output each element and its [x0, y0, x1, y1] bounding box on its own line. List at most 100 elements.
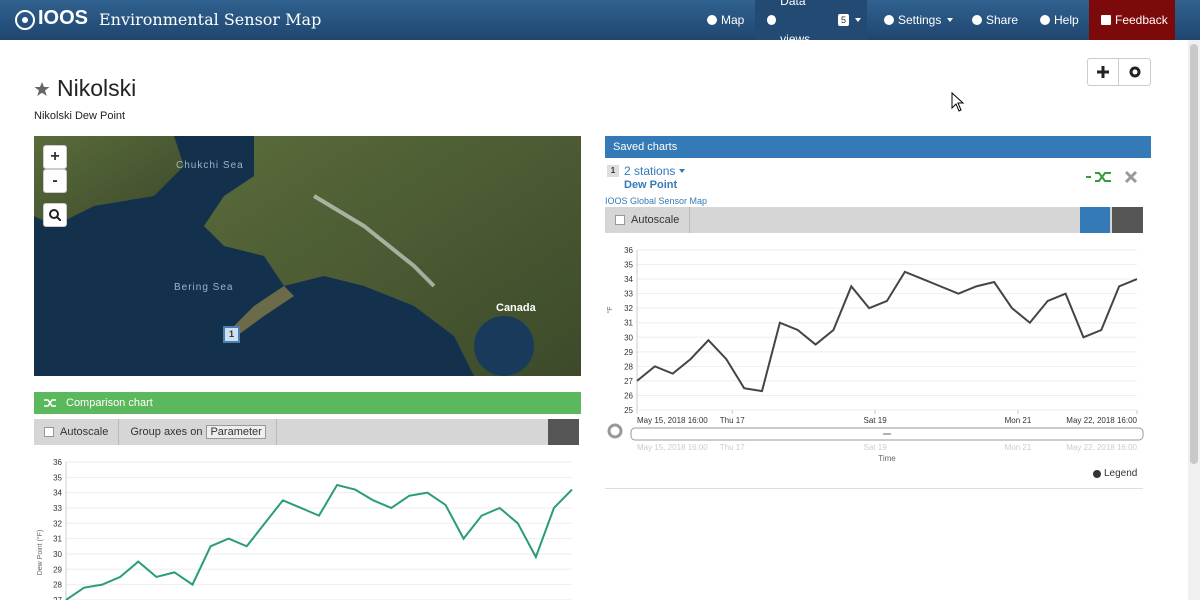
- label: Feedback: [1115, 13, 1168, 27]
- navigator-label: Thu 17: [720, 443, 745, 452]
- navbar: IOOS Environmental Sensor Map Map Data v…: [0, 0, 1200, 46]
- brand[interactable]: IOOS: [38, 7, 89, 29]
- compare-icon[interactable]: [1095, 172, 1111, 182]
- map-label: Canada: [496, 302, 536, 314]
- parameter-label: Dew Point: [624, 179, 678, 191]
- zoom-extent[interactable]: [43, 203, 67, 227]
- station-marker[interactable]: 1: [223, 326, 240, 343]
- legend-label: Legend: [1104, 468, 1138, 479]
- comparison-chart: 27 28 29 30 31 32 33 34 35 36 Dew Point (°F): [36, 458, 573, 600]
- group-select[interactable]: Parameter: [206, 425, 266, 439]
- chart-actions: [1086, 170, 1138, 184]
- autoscale-label: Autoscale: [60, 426, 109, 438]
- chart-settings: [607, 423, 623, 439]
- nav-feedback[interactable]: Feedback: [1089, 0, 1175, 40]
- y-tick-label: 28: [53, 581, 62, 590]
- y-tick-label: 29: [53, 565, 62, 574]
- scrollbar[interactable]: [1188, 40, 1200, 600]
- cursor: [951, 92, 965, 112]
- autoscale-label: Autoscale: [631, 214, 680, 226]
- map-imagery: [34, 136, 581, 376]
- label: Share: [986, 13, 1019, 27]
- y-tick-label: 35: [624, 261, 633, 270]
- fullscreen-button[interactable]: [1112, 207, 1143, 233]
- x-axis-label: Time: [878, 454, 896, 463]
- chart-index: 1: [607, 165, 619, 177]
- y-tick-label: 25: [624, 406, 633, 415]
- y-tick-label: 27: [53, 596, 62, 600]
- x-tick-label: Mon 21: [1005, 416, 1032, 425]
- nav-settings[interactable]: Settings: [878, 0, 959, 40]
- group-axes-label: Group axes on: [130, 426, 203, 438]
- panel-title: Comparison chart: [66, 397, 153, 409]
- label: Map: [721, 13, 745, 27]
- icon: [884, 15, 894, 25]
- y-tick-label: 36: [624, 246, 633, 255]
- favorite-star[interactable]: [34, 81, 50, 97]
- saved-charts-header: Saved charts: [605, 136, 1151, 158]
- y-tick-label: 26: [624, 391, 633, 400]
- y-axis-label: °F: [606, 306, 614, 313]
- y-tick-label: 34: [624, 275, 633, 284]
- zoom-in[interactable]: +: [43, 145, 67, 169]
- checkbox[interactable]: [44, 427, 54, 437]
- caret: [947, 18, 954, 22]
- caret: [855, 18, 861, 22]
- close-icon[interactable]: [1124, 170, 1138, 184]
- badge: 5: [837, 14, 849, 26]
- y-tick-label: 31: [624, 319, 633, 328]
- x-tick-label: Thu 17: [720, 416, 745, 425]
- icon: [707, 15, 717, 25]
- label: Help: [1054, 13, 1079, 27]
- divider: [605, 488, 1143, 489]
- stations-label: 2 stations: [624, 164, 676, 178]
- checkbox[interactable]: [615, 215, 625, 225]
- x-tick-label: May 22, 2018 16:00: [1066, 416, 1137, 425]
- map-label: Bering Sea: [174, 282, 234, 293]
- saved-chart: 25 26 27 28 29 30 31 32 33 34 35 36 °F May 15, 2018 1…: [606, 246, 1144, 463]
- stations-dropdown[interactable]: 2 stations: [624, 164, 686, 178]
- magnify-icon: [49, 209, 61, 221]
- add-button[interactable]: [1087, 58, 1119, 86]
- y-tick-label: 36: [53, 458, 62, 467]
- y-tick-label: 33: [53, 504, 62, 513]
- y-tick-label: 28: [624, 362, 633, 371]
- settings-button[interactable]: [1119, 58, 1151, 86]
- favorite-dropdown[interactable]: [1080, 207, 1110, 233]
- x-tick-label: Sat 19: [864, 416, 888, 425]
- page-title: Nikolski: [57, 75, 137, 101]
- header-buttons: [1087, 58, 1151, 86]
- y-tick-label: 33: [624, 290, 633, 299]
- y-tick-label: 30: [53, 550, 62, 559]
- nav-map[interactable]: Map: [701, 0, 750, 40]
- nav-help[interactable]: Help: [1034, 0, 1085, 40]
- fullscreen-button[interactable]: [548, 419, 579, 445]
- icon: [767, 15, 777, 25]
- legend-toggle[interactable]: Legend: [1093, 468, 1137, 479]
- gear-icon: [1093, 469, 1101, 478]
- icon: [1101, 15, 1111, 25]
- map[interactable]: Chukchi Sea Bering Sea Canada + - 1: [34, 136, 581, 376]
- label: Settings: [898, 13, 942, 27]
- icon: [1040, 15, 1050, 25]
- scroll-thumb[interactable]: [1190, 44, 1198, 464]
- x-tick-label: May 15, 2018 16:00: [637, 416, 708, 425]
- navigator-label: Mon 21: [1005, 443, 1032, 452]
- select-value: Parameter: [210, 426, 262, 438]
- gear-icon: [1129, 66, 1140, 78]
- source-link[interactable]: IOOS Global Sensor Map: [605, 196, 708, 206]
- y-tick-label: 31: [53, 535, 62, 544]
- map-label: Chukchi Sea: [176, 160, 244, 171]
- y-tick-label: 32: [53, 519, 62, 528]
- comparison-header: Comparison chart: [34, 392, 581, 414]
- y-axis-label: Dew Point (°F): [36, 530, 44, 576]
- y-tick-label: 30: [624, 333, 633, 342]
- zoom-out[interactable]: -: [43, 169, 67, 193]
- nav-data-views[interactable]: Data views 5: [755, 0, 867, 46]
- nav-share[interactable]: Share: [966, 0, 1024, 40]
- y-tick-label: 32: [624, 304, 633, 313]
- plus-icon: [1097, 66, 1109, 78]
- y-tick-label: 29: [624, 348, 633, 357]
- y-tick-label: 27: [624, 377, 633, 386]
